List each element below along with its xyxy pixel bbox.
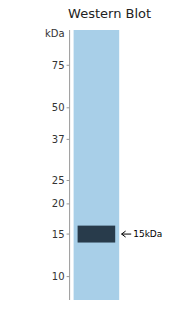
y-tick — [67, 107, 70, 108]
annotation-arrow — [122, 231, 132, 237]
y-axis-line — [69, 30, 70, 300]
y-tick — [67, 203, 70, 204]
y-tick-label: 10 — [52, 271, 65, 282]
y-axis-label: kDa — [45, 28, 65, 39]
band — [78, 226, 116, 243]
y-tick-label: 20 — [52, 198, 65, 209]
title: Western Blot — [68, 6, 151, 21]
y-tick-label: 37 — [52, 134, 65, 145]
chart-container: Western Blot 10 15 20 25 37 50 75 kDa 15kDa — [0, 0, 190, 309]
y-tick-label: 15 — [52, 229, 65, 240]
y-tick — [67, 180, 70, 181]
y-tick — [67, 65, 70, 66]
annotation-label: 15kDa — [133, 229, 162, 239]
y-tick-label: 50 — [52, 102, 65, 113]
chart-svg: Western Blot 10 15 20 25 37 50 75 kDa 15kDa — [0, 0, 190, 309]
y-tick — [67, 276, 70, 277]
y-tick-label: 25 — [52, 175, 65, 186]
lane — [74, 30, 120, 300]
plot-area — [74, 30, 120, 300]
y-tick — [67, 139, 70, 140]
y-tick — [67, 234, 70, 235]
y-tick-label: 75 — [52, 60, 65, 71]
